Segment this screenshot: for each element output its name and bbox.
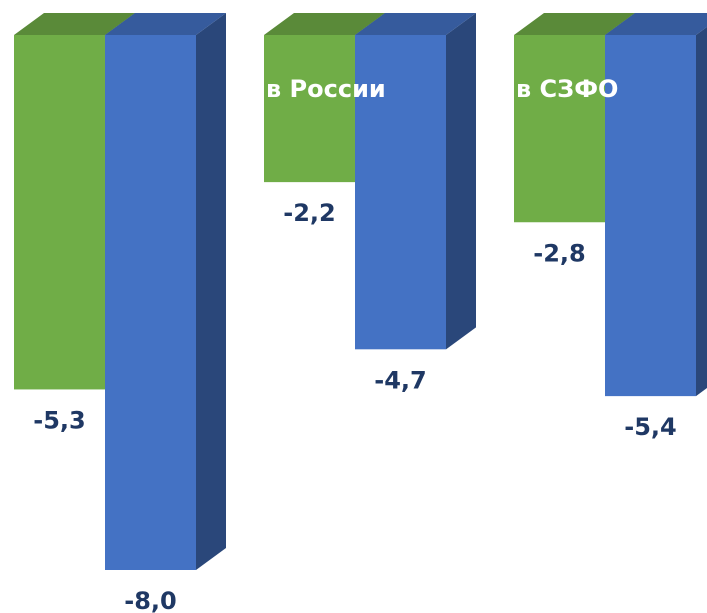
value-label: -8,0: [124, 587, 176, 613]
bar-side: [196, 13, 226, 570]
bar-top: [605, 13, 707, 35]
bar-top: [264, 13, 385, 35]
bar-top: [14, 13, 135, 35]
bar-top: [355, 13, 476, 35]
value-label: -4,7: [374, 366, 426, 394]
value-label: -2,2: [283, 199, 335, 227]
bar: [514, 35, 605, 223]
bar: [105, 35, 196, 570]
category-label: в СЗФО: [516, 75, 618, 103]
value-label: -5,4: [624, 413, 676, 441]
bar-side: [446, 13, 476, 350]
bar-top: [514, 13, 635, 35]
bar-top: [105, 13, 226, 35]
value-label: -5,3: [33, 406, 85, 434]
bar: [264, 35, 355, 183]
category-label: в России: [266, 75, 386, 103]
bar: [355, 35, 446, 350]
bar-side: [696, 26, 707, 397]
value-label: -2,8: [533, 239, 585, 267]
bar: [14, 35, 105, 390]
bar: [605, 35, 696, 397]
